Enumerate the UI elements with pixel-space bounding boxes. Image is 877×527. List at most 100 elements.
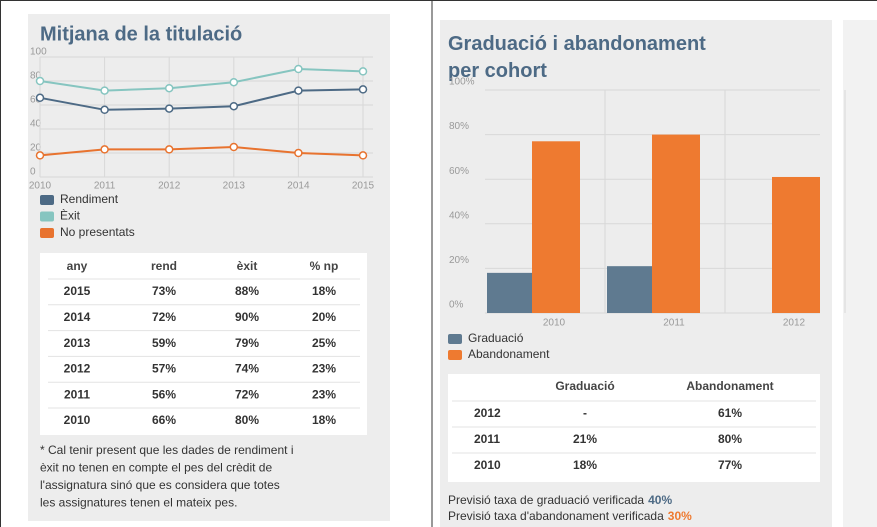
x-tick-label: 2010 xyxy=(543,318,566,329)
point xyxy=(164,145,174,154)
forecast-text: Previsió taxa d'abandonament verificada xyxy=(448,509,664,523)
table-cell: 88% xyxy=(235,284,259,298)
y-tick-label: 100% xyxy=(449,77,475,88)
forecast-value: 40% xyxy=(648,493,672,507)
table-header: Abandonament xyxy=(686,379,773,393)
table-cell: 21% xyxy=(573,432,597,446)
x-tick-label: 2010 xyxy=(29,181,52,192)
series-line xyxy=(39,88,364,111)
point xyxy=(35,93,45,103)
series-line xyxy=(39,67,364,92)
point xyxy=(294,86,303,95)
y-tick-label: 80 xyxy=(30,71,42,82)
chart-title: Graduació i abandonament per cohort xyxy=(448,33,706,82)
legend-label: Rendiment xyxy=(60,192,119,206)
table-cell: 23% xyxy=(312,387,336,401)
bar xyxy=(532,141,580,313)
forecast: Previsió taxa de graduació verificada 40% xyxy=(448,493,672,507)
note: èxit no tenen en compte el pes del crèdi… xyxy=(40,461,272,475)
point xyxy=(164,83,174,93)
y-tick-label: 20% xyxy=(449,255,469,266)
point xyxy=(358,67,368,76)
table-cell: 77% xyxy=(718,458,742,472)
table-cell: 74% xyxy=(235,362,259,376)
legend-label: Èxit xyxy=(60,208,81,223)
legend-label: No presentats xyxy=(60,225,135,239)
y-tick-label: 20 xyxy=(30,143,42,154)
x-tick-label: 2011 xyxy=(94,181,116,192)
table-cell: 20% xyxy=(312,310,336,324)
legend-swatch xyxy=(40,211,54,222)
table-header: Graduació xyxy=(555,379,614,393)
y-tick-label: 80% xyxy=(449,121,469,132)
table-header: èxit xyxy=(237,259,258,273)
table-box xyxy=(448,374,820,482)
table-cell: 79% xyxy=(235,336,259,350)
series-line xyxy=(39,145,364,157)
table-cell: 25% xyxy=(312,336,336,350)
table-header: rend xyxy=(151,259,177,273)
table-cell: 2012 xyxy=(474,406,501,420)
x-tick-label: 2012 xyxy=(783,318,806,329)
table-cell: 18% xyxy=(573,458,597,472)
table-cell: 61% xyxy=(718,406,742,420)
y-tick-label: 60% xyxy=(449,166,469,177)
table-cell: 2011 xyxy=(64,387,90,401)
table-cell: 57% xyxy=(152,362,176,376)
x-tick-label: 2011 xyxy=(663,318,685,329)
point xyxy=(229,101,239,111)
bar xyxy=(487,272,535,313)
x-tick-label: 2012 xyxy=(158,181,181,192)
table-cell: 73% xyxy=(152,284,176,298)
point xyxy=(229,142,239,152)
table-cell: 2012 xyxy=(64,362,91,376)
point xyxy=(358,151,368,160)
table-cell: 2011 xyxy=(474,432,500,446)
y-tick-label: 0% xyxy=(449,300,464,311)
table-cell: 2013 xyxy=(64,336,91,350)
note: * Cal tenir present que les dades de ren… xyxy=(40,443,293,457)
table-cell: 90% xyxy=(235,310,259,324)
y-tick-label: 40 xyxy=(30,119,42,130)
legend-swatch xyxy=(448,350,462,360)
point xyxy=(294,64,303,74)
table-cell: - xyxy=(583,406,587,420)
table-cell: 2010 xyxy=(64,413,91,427)
point xyxy=(100,86,109,95)
chart-title: Mitjana de la titulació xyxy=(40,23,242,45)
table-cell: 59% xyxy=(152,336,176,350)
table-cell: 66% xyxy=(152,413,176,427)
table-cell: 23% xyxy=(312,362,336,376)
table-header: % np xyxy=(310,259,339,273)
point xyxy=(294,148,303,158)
legend-label: Graduació xyxy=(468,331,524,345)
point xyxy=(100,145,109,154)
point xyxy=(35,76,45,86)
note: les assignatures tenen el mateix pes. xyxy=(40,496,237,510)
table-cell: 56% xyxy=(152,387,176,401)
title-line: per cohort xyxy=(448,60,547,82)
y-tick-label: 100 xyxy=(30,47,47,58)
y-tick-label: 60 xyxy=(30,95,42,106)
point xyxy=(358,85,368,94)
legend-swatch xyxy=(40,228,54,238)
point xyxy=(229,77,239,87)
table-cell: 18% xyxy=(312,413,336,427)
legend-label: Abandonament xyxy=(468,347,550,361)
table-cell: 2015 xyxy=(64,284,91,298)
table-cell: 2014 xyxy=(64,310,91,324)
y-tick-label: 0 xyxy=(30,167,36,178)
table-cell: 80% xyxy=(235,413,259,427)
bar xyxy=(772,176,820,313)
point xyxy=(164,104,174,113)
table-box xyxy=(40,253,367,435)
forecast-value: 30% xyxy=(668,509,692,523)
table-cell: 72% xyxy=(235,387,259,401)
table-cell: 72% xyxy=(152,310,176,324)
bar xyxy=(607,266,655,313)
legend-swatch xyxy=(40,195,54,205)
table-cell: 80% xyxy=(718,432,742,446)
y-tick-label: 40% xyxy=(449,210,469,221)
table-header: any xyxy=(67,259,88,273)
